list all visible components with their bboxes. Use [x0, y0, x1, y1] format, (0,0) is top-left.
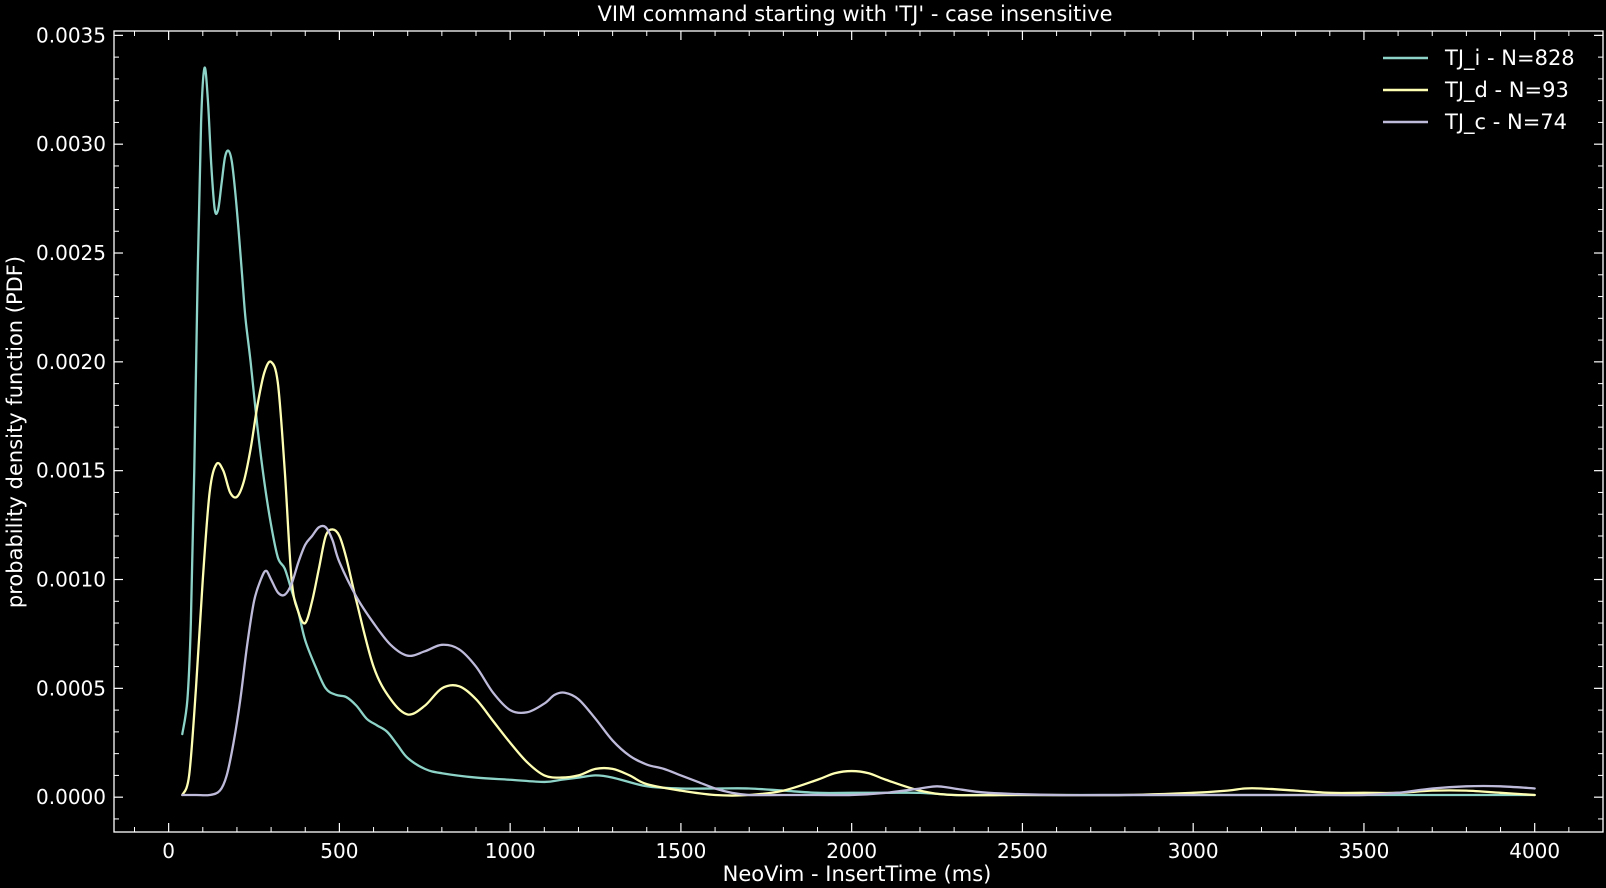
- plot-area: [181, 66, 1536, 797]
- x-tick-label: 3000: [1168, 839, 1219, 863]
- x-tick-label: 0: [162, 839, 175, 863]
- legend-label-1: TJ_i - N=828: [1444, 46, 1575, 71]
- y-tick-label: 0.0010: [36, 568, 106, 592]
- legend: TJ_i - N=828 TJ_d - N=93 TJ_c - N=74: [1383, 46, 1575, 135]
- y-tick-label: 0.0030: [36, 132, 106, 156]
- axis-ticks: 0 500 1000 1500 2000 2500 3000 3500 4000 0.0000 0.…: [36, 23, 1604, 863]
- y-tick-label: 0.0005: [36, 676, 106, 700]
- x-tick-label: 1500: [655, 839, 706, 863]
- series-line-2: [181, 360, 1536, 797]
- x-axis-label: NeoVim - InsertTime (ms): [723, 862, 992, 886]
- y-tick-label: 0.0015: [36, 459, 106, 483]
- y-tick-label: 0.0025: [36, 241, 106, 265]
- plot-frame: [113, 30, 1604, 833]
- legend-label-2: TJ_d - N=93: [1444, 78, 1569, 103]
- x-tick-label: 1000: [485, 839, 536, 863]
- series-line-3: [181, 524, 1536, 797]
- y-tick-label: 0.0000: [36, 785, 106, 809]
- x-tick-label: 2000: [826, 839, 877, 863]
- y-tick-label: 0.0020: [36, 350, 106, 374]
- x-tick-label: 4000: [1509, 839, 1560, 863]
- x-tick-label: 3500: [1338, 839, 1389, 863]
- y-tick-label: 0.0035: [36, 23, 106, 47]
- y-axis-label: probability density function (PDF): [3, 256, 27, 608]
- chart-title: VIM command starting with 'TJ' - case in…: [597, 2, 1112, 26]
- legend-label-3: TJ_c - N=74: [1444, 110, 1567, 135]
- x-tick-label: 2500: [997, 839, 1048, 863]
- x-tick-label: 500: [320, 839, 358, 863]
- series-line-1: [181, 66, 1536, 797]
